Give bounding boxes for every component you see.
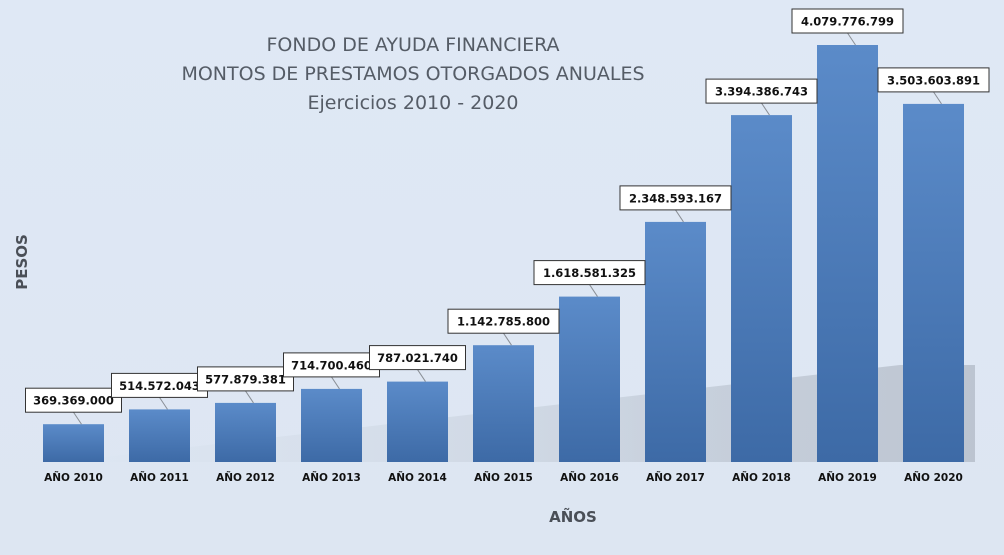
data-label: 369.369.000 [33, 394, 114, 408]
bar [129, 409, 190, 462]
data-label-leader-line [933, 91, 942, 105]
x-tick-label: AÑO 2011 [130, 471, 189, 484]
bar [731, 115, 792, 462]
data-label-box [25, 387, 122, 413]
bar [215, 402, 276, 462]
data-label-box [705, 78, 818, 104]
bar [301, 388, 362, 462]
data-labels-group: 369.369.000 514.572.043 577.879.381 714.700… [25, 8, 990, 425]
data-label-box [619, 185, 732, 211]
data-label: 714.700.460 [291, 358, 372, 372]
data-label: 1.142.785.800 [457, 315, 550, 329]
bar [43, 424, 104, 462]
data-label-leader-line [159, 397, 168, 410]
data-label-box [533, 260, 646, 286]
data-label-box [283, 352, 380, 378]
x-tick-label: AÑO 2017 [646, 471, 705, 484]
x-tick-labels-group: AÑO 2010 AÑO 2011 AÑO 2012 AÑO 2013 AÑO 2014… [44, 471, 963, 484]
x-tick-label: AÑO 2015 [474, 471, 533, 484]
data-label: 1.618.581.325 [543, 266, 636, 280]
bar [817, 45, 878, 462]
chart-title-line-3: Ejercicios 2010 - 2020 [307, 92, 518, 114]
data-label: 3.503.603.891 [887, 73, 980, 87]
y-axis-title: PESOS [13, 234, 31, 290]
data-label: 577.879.381 [205, 372, 286, 386]
data-label-leader-line [761, 102, 770, 116]
x-tick-label: AÑO 2013 [302, 471, 361, 484]
x-tick-label: AÑO 2010 [44, 471, 103, 484]
data-label-leader-line [417, 369, 426, 382]
x-tick-label: AÑO 2018 [732, 471, 791, 484]
data-label-leader-line [245, 390, 254, 404]
data-label-leader-line [73, 411, 82, 425]
x-tick-label: AÑO 2016 [560, 471, 619, 484]
bar [473, 345, 534, 462]
bars-group [43, 45, 964, 463]
data-label: 2.348.593.167 [629, 191, 722, 205]
data-label: 514.572.043 [119, 379, 200, 393]
bar [387, 381, 448, 462]
data-label-leader-line [331, 376, 340, 390]
x-tick-label: AÑO 2014 [388, 471, 447, 484]
data-label-box [791, 8, 904, 34]
data-label-box [447, 308, 560, 334]
x-tick-label: AÑO 2019 [818, 471, 877, 484]
chart-title-line-2: MONTOS DE PRESTAMOS OTORGADOS ANUALES [181, 63, 644, 85]
data-label: 3.394.386.743 [715, 85, 808, 99]
x-axis-title: AÑOS [549, 507, 597, 526]
bar [903, 103, 964, 463]
data-label-box [877, 67, 990, 93]
chart-title-line-1: FONDO DE AYUDA FINANCIERA [266, 34, 559, 56]
data-label-leader-line [847, 32, 856, 46]
data-label-leader-line [503, 332, 512, 346]
data-label: 787.021.740 [377, 351, 458, 365]
data-label-box [197, 366, 294, 392]
x-tick-label: AÑO 2012 [216, 471, 275, 484]
data-label-box [369, 345, 466, 371]
data-label: 4.079.776.799 [801, 15, 894, 29]
bar [645, 221, 706, 462]
data-label-leader-line [675, 209, 684, 223]
x-tick-label: AÑO 2020 [904, 471, 963, 484]
data-label-leader-line [589, 284, 598, 297]
bar [559, 296, 620, 462]
